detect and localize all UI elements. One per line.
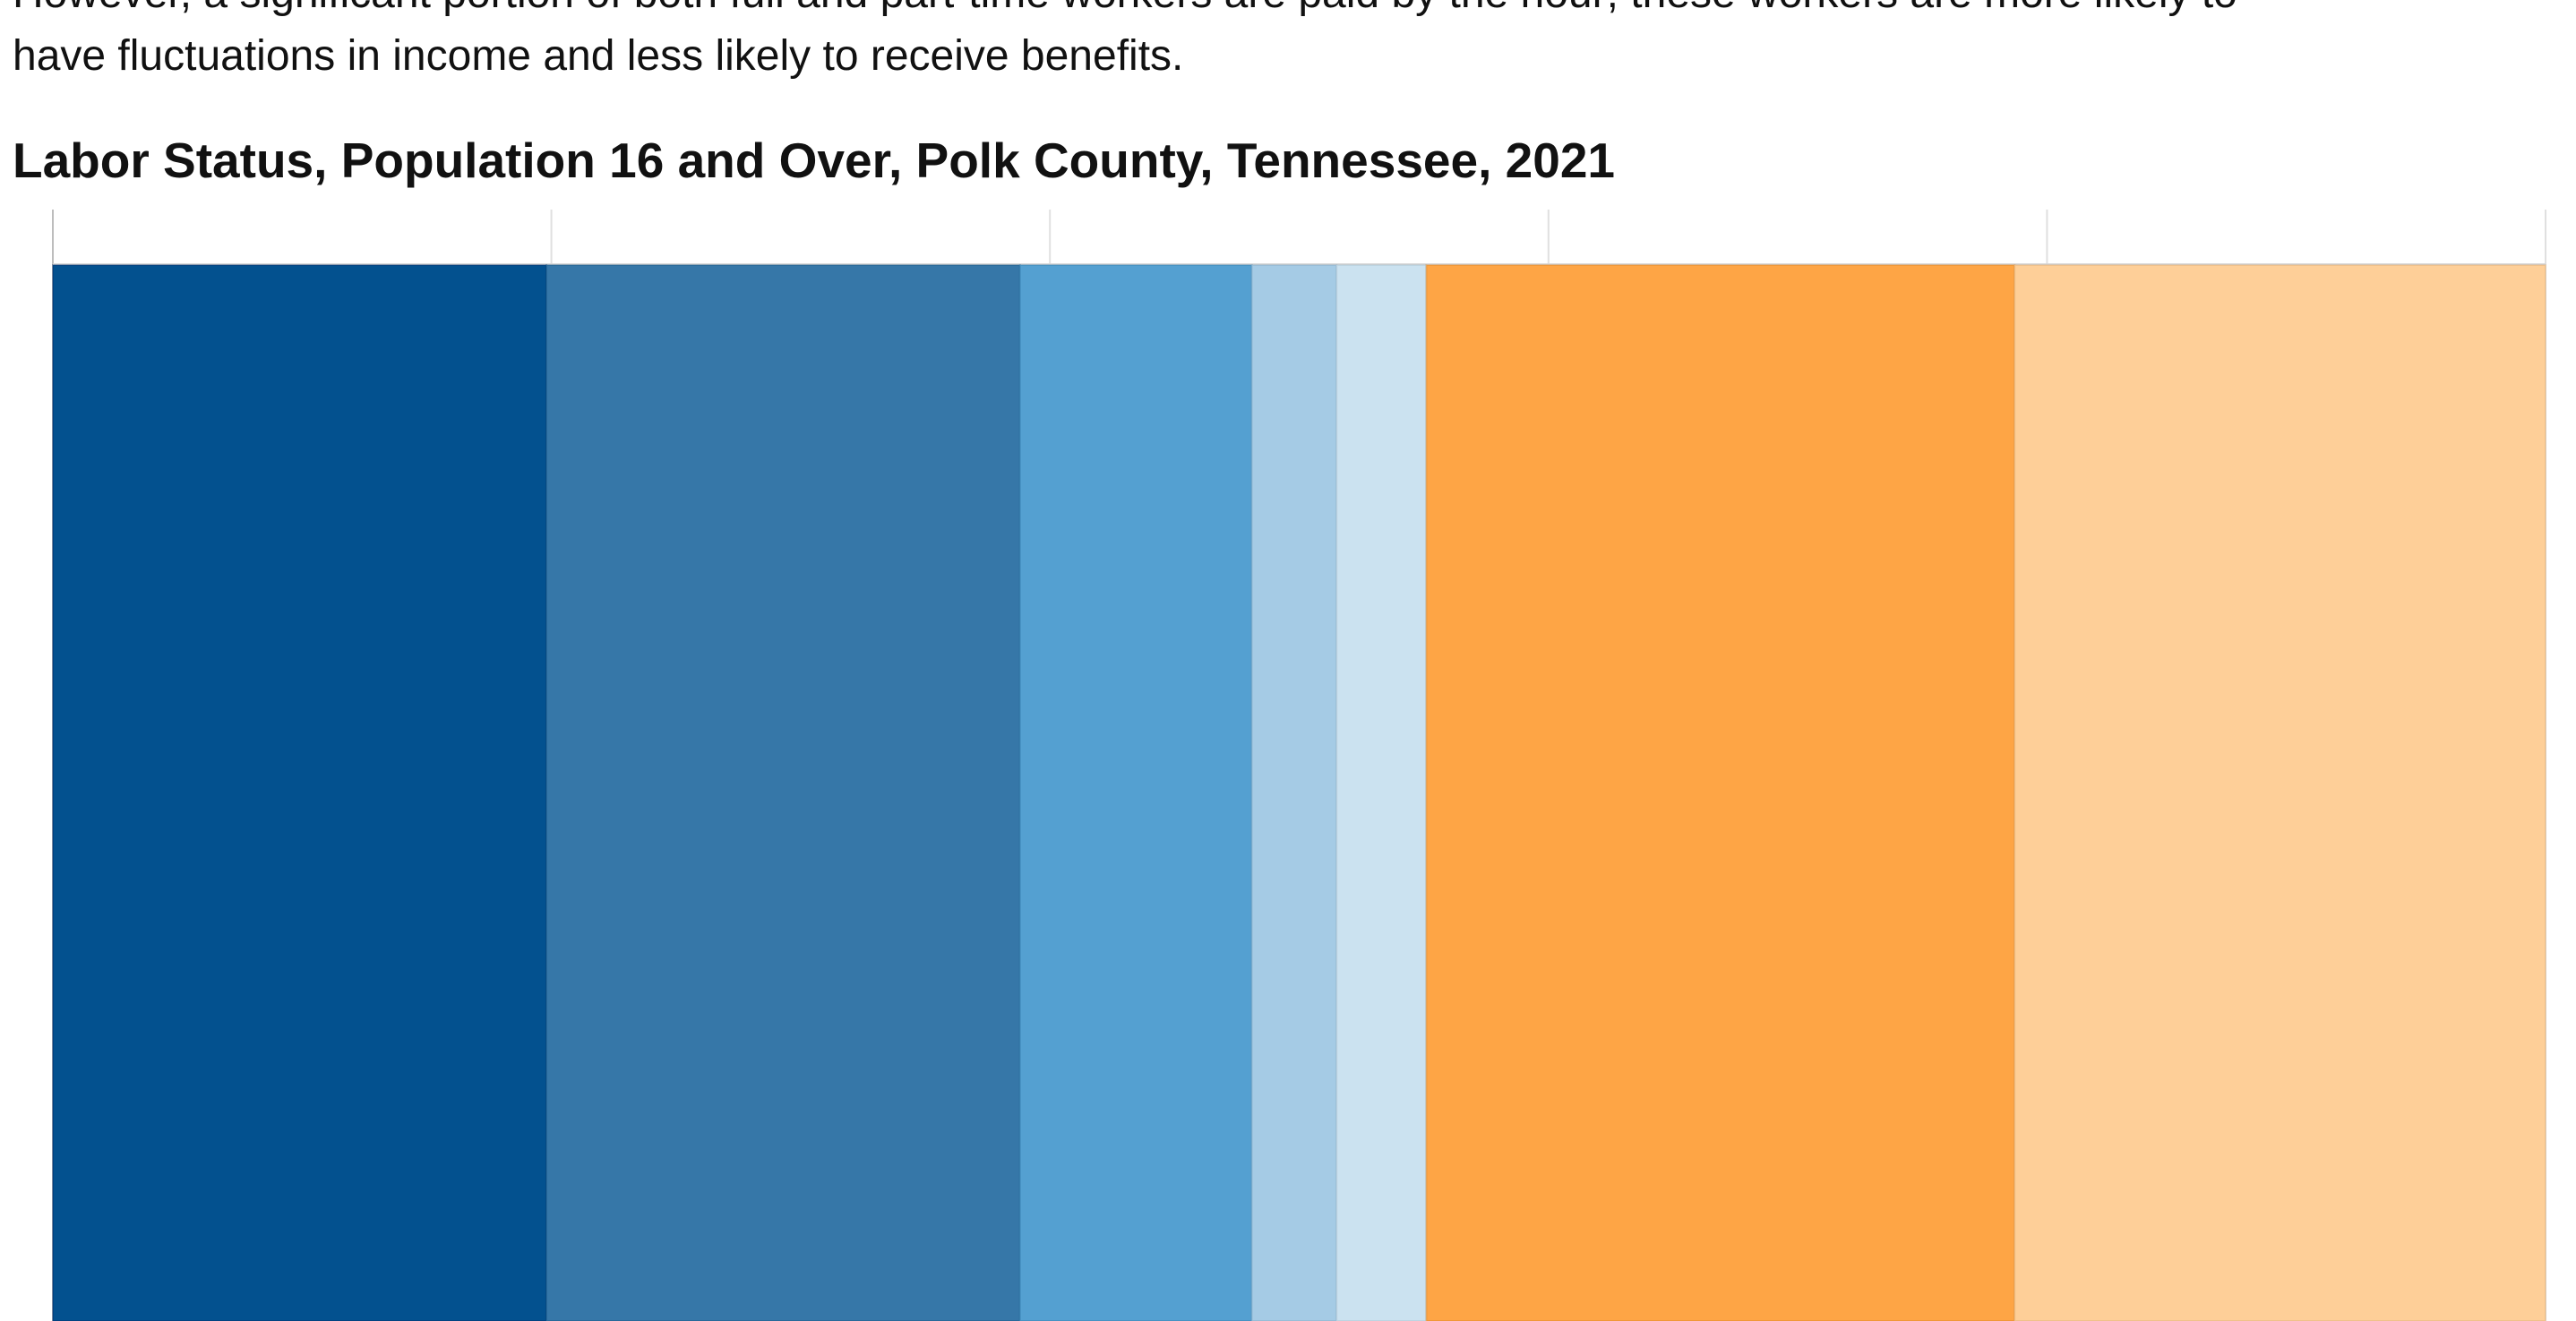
- bar-segment-4[interactable]: [1250, 264, 1338, 1321]
- bar-segment-1[interactable]: [52, 264, 548, 1321]
- bar-segment-7[interactable]: [2014, 264, 2546, 1321]
- intro-line-1: However, a significant portion of both f…: [13, 0, 2237, 17]
- bar-segment-5[interactable]: [1335, 264, 1428, 1321]
- stacked-bar: [52, 264, 2546, 1321]
- intro-line-2: have fluctuations in income and less lik…: [13, 32, 1184, 80]
- bar-segment-2[interactable]: [545, 264, 1021, 1321]
- chart-title: Labor Status, Population 16 and Over, Po…: [13, 133, 1616, 188]
- bar-segment-6[interactable]: [1425, 264, 2016, 1321]
- bar-segment-3[interactable]: [1018, 264, 1253, 1321]
- intro-paragraph: However, a significant portion of both f…: [13, 0, 2556, 88]
